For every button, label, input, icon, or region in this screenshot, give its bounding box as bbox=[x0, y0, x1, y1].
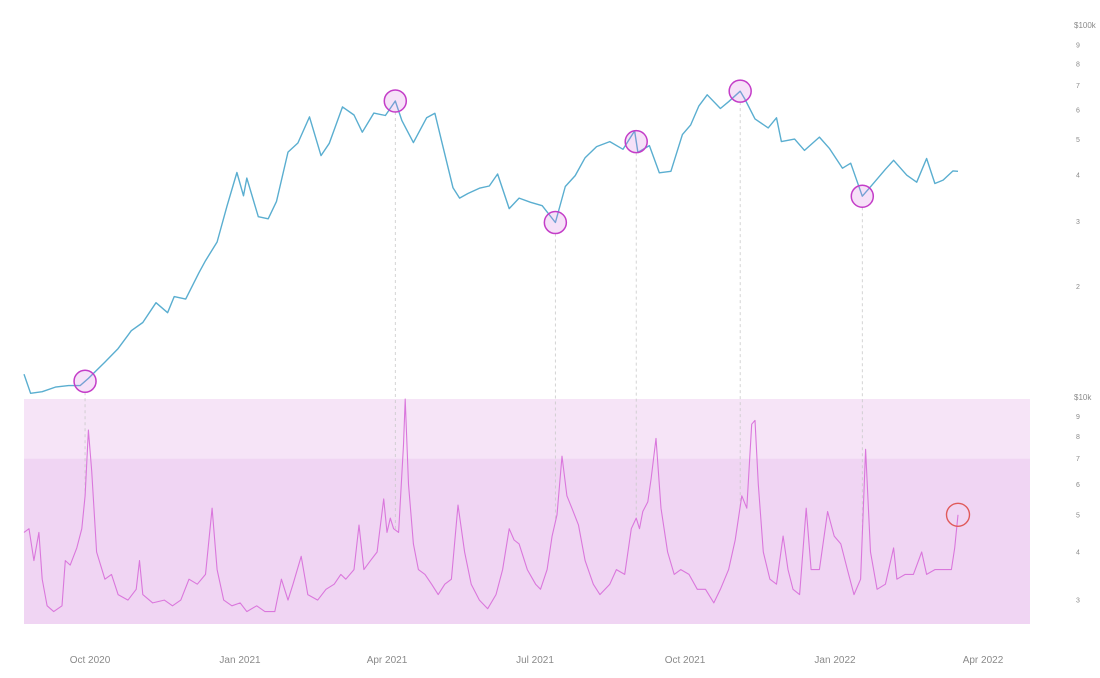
indicator-band-lower bbox=[24, 458, 1030, 624]
price-y-tick-label: 7 bbox=[1076, 83, 1080, 90]
price-y-tick-label: 6 bbox=[1076, 108, 1080, 115]
marker-circle bbox=[728, 79, 752, 103]
x-axis: Oct 2020 Jan 2021 Apr 2021 Jul 2021 Oct 2021… bbox=[70, 655, 1004, 666]
marker-circle bbox=[624, 129, 648, 154]
price-y-tick-label: 9 bbox=[1076, 42, 1080, 49]
alert-marker-circle bbox=[945, 502, 971, 527]
indicator-line bbox=[23, 398, 959, 613]
indicator-y-tick-label: 4 bbox=[1076, 550, 1080, 557]
x-tick-label: Oct 2020 bbox=[70, 655, 111, 666]
indicator-y-tick-label: 9 bbox=[1076, 414, 1080, 421]
indicator-bands bbox=[24, 399, 1030, 624]
price-y-tick-label: 3 bbox=[1076, 219, 1080, 226]
marker-circles bbox=[73, 79, 971, 527]
price-y-tick-label: 8 bbox=[1076, 61, 1080, 68]
price-y-tick-label: 4 bbox=[1076, 173, 1080, 180]
price-y-tick-label: 2 bbox=[1076, 284, 1080, 291]
indicator-y-tick-label: 6 bbox=[1076, 482, 1080, 489]
price-line-series bbox=[23, 90, 959, 394]
price-line bbox=[23, 90, 959, 394]
marker-circle bbox=[383, 89, 408, 113]
indicator-y-tick-label: 8 bbox=[1076, 434, 1080, 441]
x-tick-label: Jan 2022 bbox=[814, 655, 856, 666]
marker-circle bbox=[543, 210, 568, 235]
marker-circle bbox=[850, 184, 875, 208]
price-y-tick-label: 5 bbox=[1076, 137, 1080, 144]
indicator-y-tick-label: 7 bbox=[1076, 456, 1080, 463]
x-tick-label: Apr 2021 bbox=[367, 655, 408, 666]
x-tick-label: Apr 2022 bbox=[963, 655, 1004, 666]
indicator-band-upper bbox=[24, 399, 1030, 459]
indicator-y-axis: $10k 9 8 7 6 5 4 3 bbox=[1074, 393, 1092, 605]
x-tick-label: Jul 2021 bbox=[516, 655, 554, 666]
x-tick-label: Oct 2021 bbox=[665, 655, 706, 666]
marker-circle bbox=[73, 369, 97, 394]
indicator-y-tick-label: 5 bbox=[1076, 512, 1080, 519]
marker-guide-lines bbox=[84, 102, 863, 536]
x-tick-label: Jan 2021 bbox=[219, 655, 261, 666]
indicator-y-tick-label: 3 bbox=[1076, 598, 1080, 605]
price-y-axis: $100k 9 8 7 6 5 4 3 2 bbox=[1074, 21, 1097, 291]
indicator-line-series bbox=[23, 398, 959, 613]
price-y-top-label: $100k bbox=[1074, 21, 1097, 30]
indicator-y-top-label: $10k bbox=[1074, 393, 1092, 402]
